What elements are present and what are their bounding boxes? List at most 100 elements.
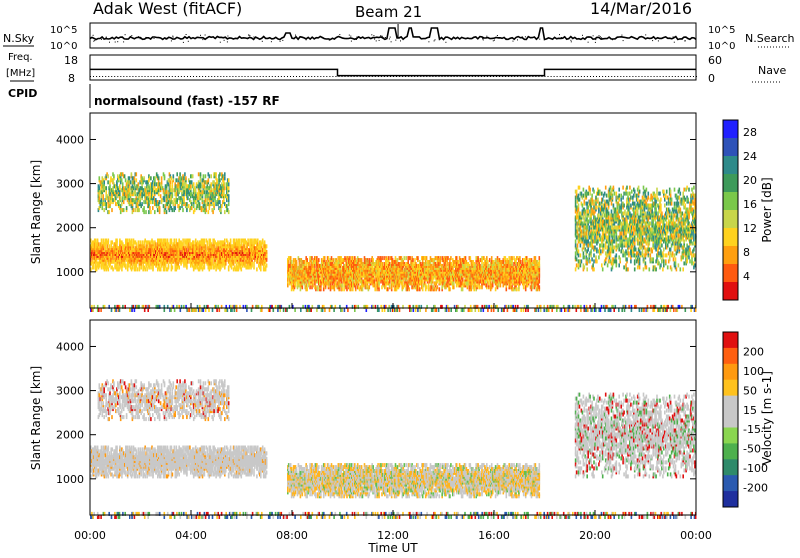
power-cell (373, 283, 375, 287)
power-cell (323, 287, 325, 291)
power-cell (257, 260, 259, 264)
nave-point (660, 76, 661, 77)
nsearch-point (142, 39, 143, 40)
power-cell (206, 208, 208, 212)
power-cell (110, 200, 112, 204)
power-cell (230, 239, 232, 243)
nsearch-point (400, 40, 401, 41)
power-cell (404, 256, 406, 260)
nsearch-point (186, 34, 187, 35)
power-cell (331, 256, 333, 260)
power-cell (135, 267, 137, 271)
power-cell (187, 260, 189, 264)
nave-tick-bottom: 0 (708, 72, 715, 85)
power-cell (290, 256, 292, 260)
power-cell (136, 178, 138, 182)
nave-point (172, 76, 173, 77)
power-cell (204, 184, 206, 188)
nsky-trace (90, 24, 696, 43)
nsky-series-line (90, 28, 696, 40)
power-cell (149, 206, 151, 210)
nave-point (626, 76, 627, 77)
power-cell (410, 281, 412, 285)
nave-point (429, 76, 430, 77)
nave-point (490, 76, 491, 77)
power-cell (362, 287, 364, 291)
power-cell (109, 184, 111, 188)
power-cell (228, 182, 230, 186)
power-cell (163, 188, 165, 192)
power-cell (173, 202, 175, 206)
power-cell (291, 260, 293, 264)
nsearch-tick-top: 10^5 (708, 25, 735, 36)
power-cell (105, 186, 107, 190)
nsearch-point (522, 36, 523, 37)
power-cell (409, 256, 411, 260)
power-cell (228, 266, 230, 270)
power-cell (226, 204, 228, 208)
nave-point (605, 76, 606, 77)
nsearch-point (565, 37, 566, 38)
nave-point (420, 76, 421, 77)
nsearch-point (109, 42, 110, 43)
nsearch-point (224, 40, 225, 41)
nsearch-point (140, 38, 141, 39)
power-cell (109, 244, 111, 248)
power-cell (116, 190, 118, 194)
nsearch-point (171, 40, 172, 41)
power-cell (134, 180, 136, 184)
nave-point (226, 76, 227, 77)
power-cell (405, 256, 407, 260)
nsky-tick-bottom: 10^0 (50, 41, 77, 52)
power-cell (266, 244, 268, 248)
power-cell (213, 202, 215, 206)
power-cell (126, 206, 128, 210)
nave-point (481, 76, 482, 77)
power-cell (305, 283, 307, 287)
power-cell (161, 198, 163, 202)
power-cell (141, 202, 143, 206)
nave-point (569, 76, 570, 77)
nsearch-point (601, 37, 602, 38)
nsearch-point (395, 40, 396, 41)
nsearch-point (357, 37, 358, 38)
nsearch-point (623, 40, 624, 41)
power-cell (402, 281, 404, 285)
power-cell (389, 283, 391, 287)
power-cell (172, 266, 174, 270)
nave-point (587, 76, 588, 77)
nsearch-point (612, 39, 613, 40)
power-cell (414, 258, 416, 262)
nave-point (620, 76, 621, 77)
power-cell (148, 264, 150, 268)
nave-point (254, 76, 255, 77)
nave-point (593, 76, 594, 77)
nsearch-point (562, 38, 563, 39)
power-cell (253, 266, 255, 270)
power-cell (199, 202, 201, 206)
nsearch-point (588, 42, 589, 43)
nsearch-point (109, 39, 110, 40)
power-cell (146, 267, 148, 271)
power-cell (150, 176, 152, 180)
nave-point (166, 76, 167, 77)
power-cell (97, 239, 99, 243)
power-cell (195, 188, 197, 192)
power-cell (161, 180, 163, 184)
power-cell (116, 239, 118, 243)
power-cell (247, 242, 249, 246)
power-cell (224, 182, 226, 186)
power-cell (170, 184, 172, 188)
nave-point (117, 76, 118, 77)
power-cell (150, 266, 152, 270)
power-heatmap (90, 172, 697, 312)
power-cell (193, 182, 195, 186)
power-cell (302, 285, 304, 289)
power-cell (152, 200, 154, 204)
nave-point (472, 76, 473, 77)
nave-point (572, 76, 573, 77)
power-cell (127, 239, 129, 243)
nave-point (108, 76, 109, 77)
power-cell (334, 287, 336, 291)
nsearch-point (253, 37, 254, 38)
